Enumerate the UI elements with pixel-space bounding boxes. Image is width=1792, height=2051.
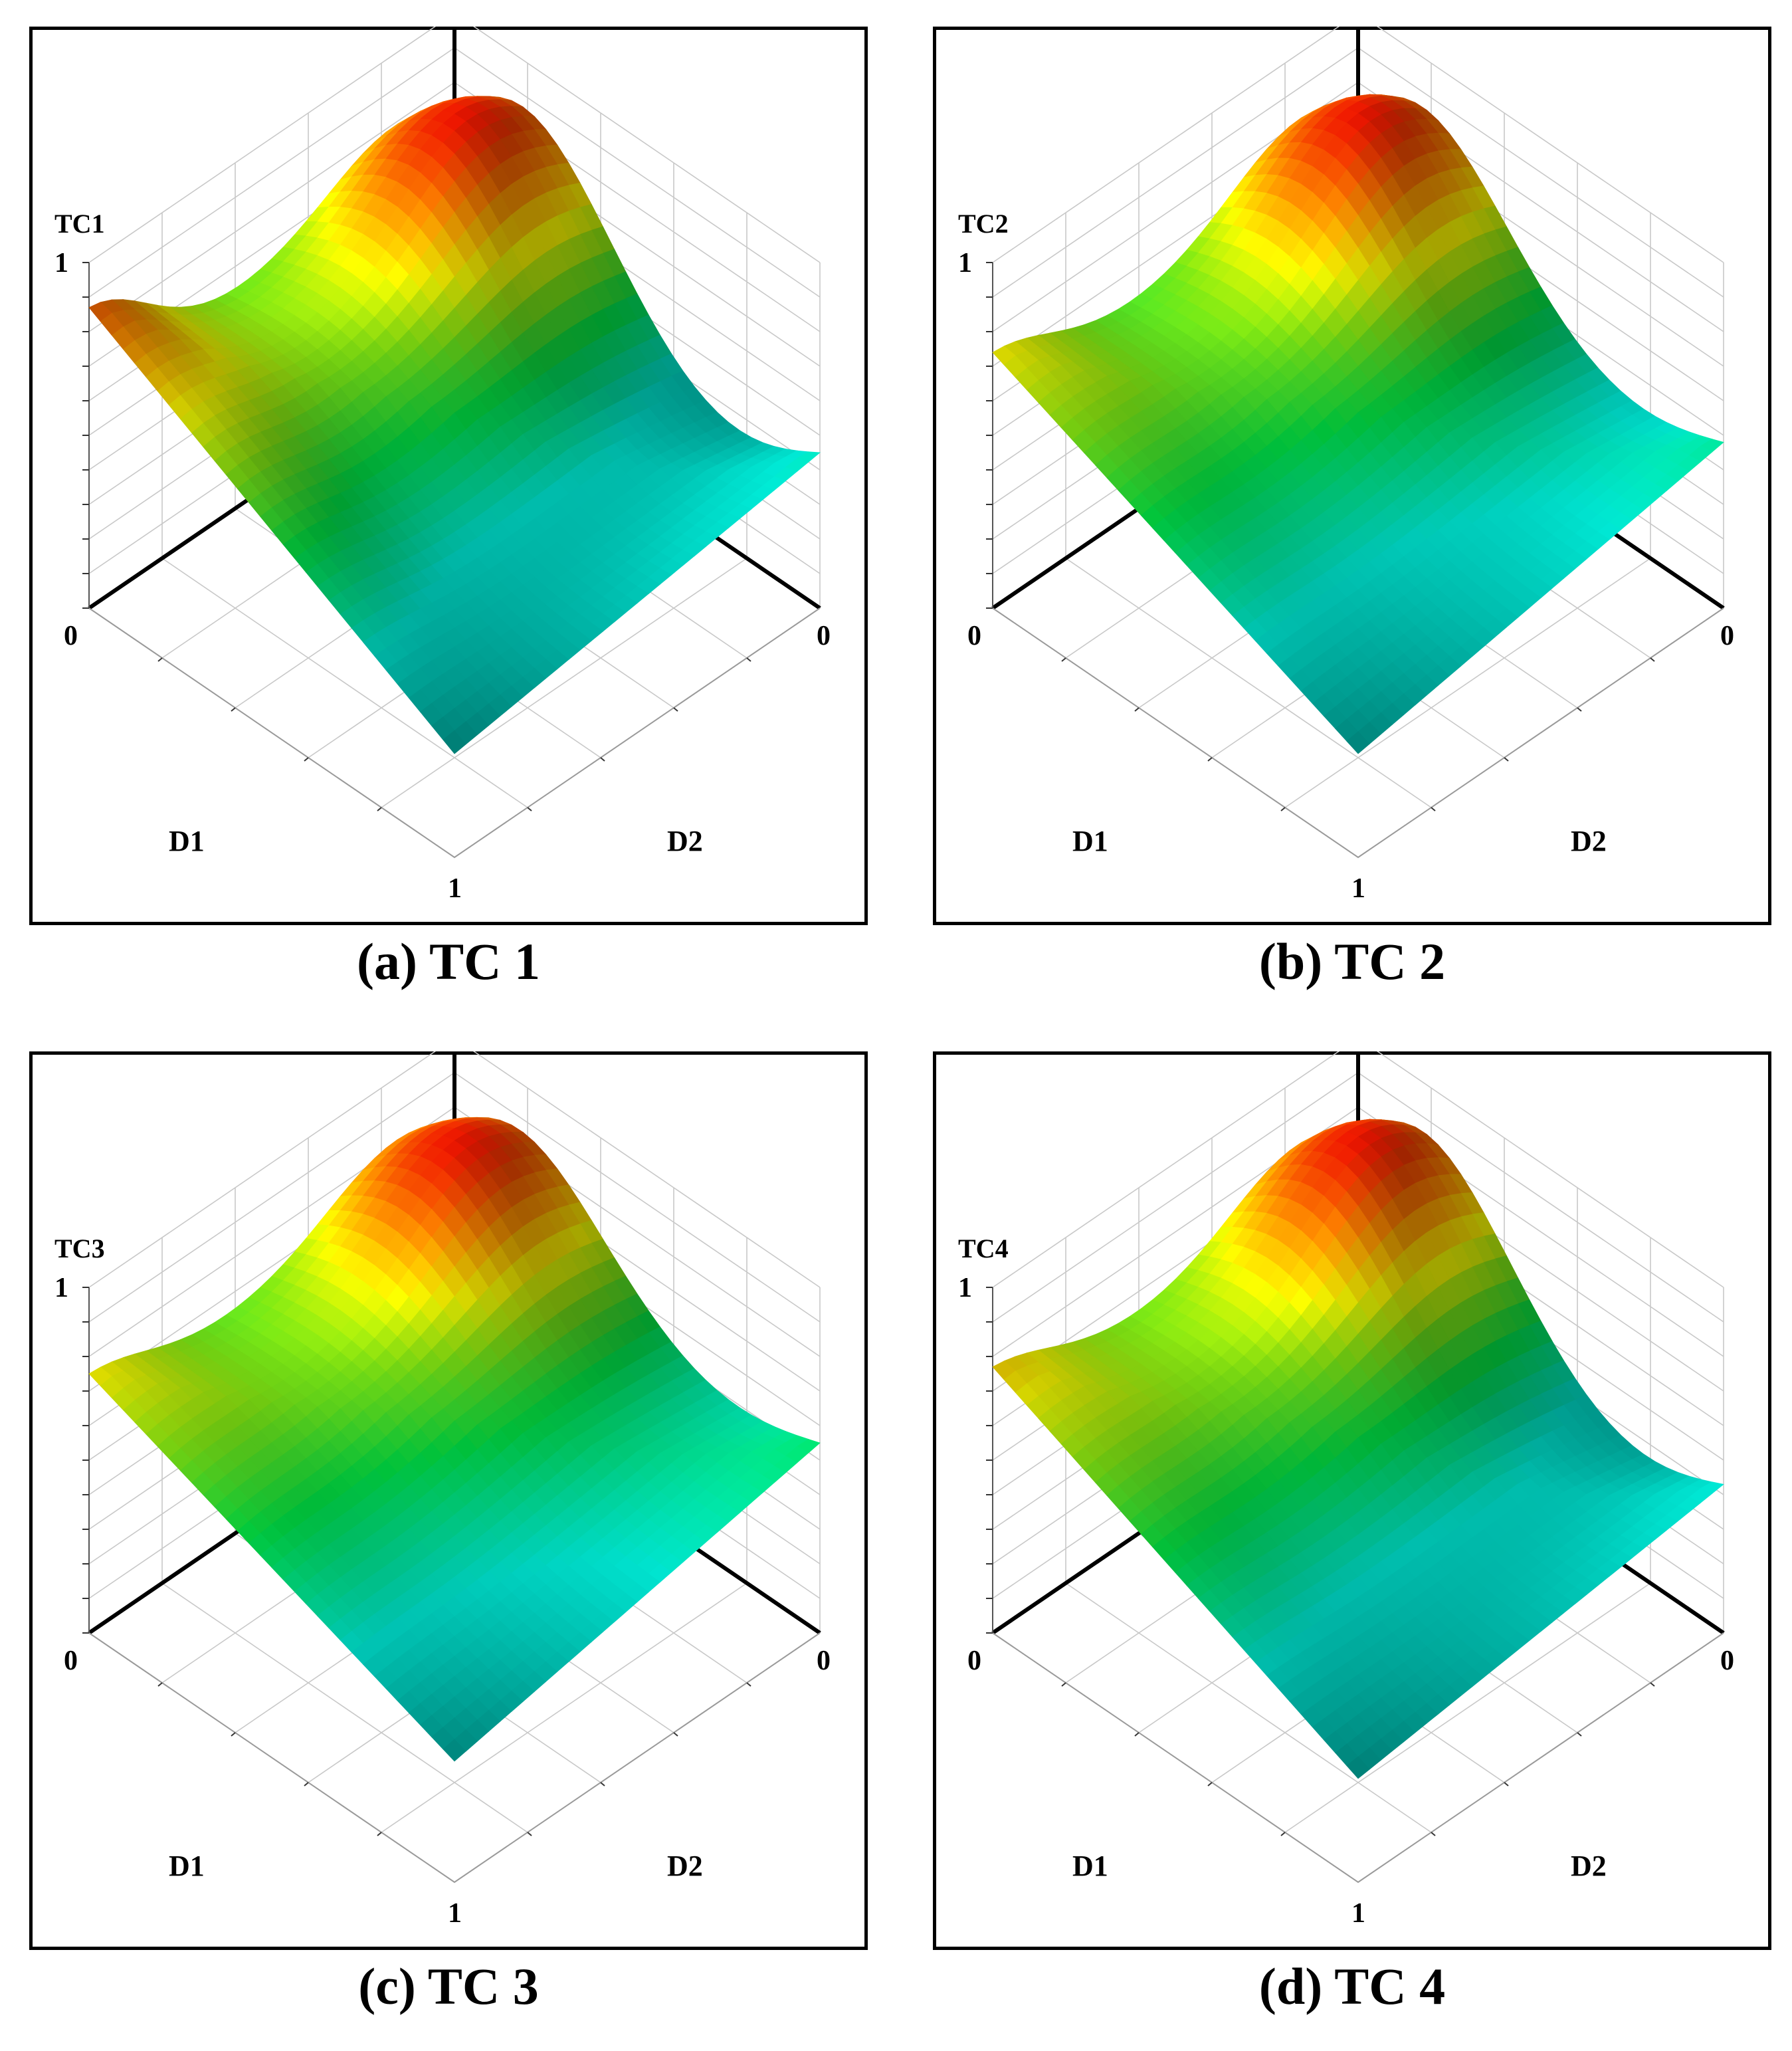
surface-mesh bbox=[88, 1117, 821, 1762]
floor-tick-mark bbox=[527, 807, 532, 811]
caption-tc2: (b) TC 2 bbox=[1258, 932, 1446, 990]
grid-line-floor bbox=[381, 558, 747, 808]
floor-tick-mark bbox=[231, 707, 236, 712]
floor-tick-mark bbox=[746, 657, 751, 662]
floor-front-edge bbox=[992, 1632, 1724, 1884]
floor-tick-mark bbox=[1577, 1732, 1582, 1737]
caption-tc4: (d) TC 4 bbox=[1258, 1957, 1446, 2015]
d2-axis-label: D2 bbox=[1571, 825, 1607, 857]
surface-patch bbox=[1346, 731, 1370, 754]
floor-tick-mark bbox=[1134, 707, 1140, 712]
z-tick-label: 1 bbox=[958, 1273, 972, 1303]
grid-line-horizontal bbox=[992, 27, 1724, 263]
surface-patch bbox=[1346, 1756, 1370, 1779]
grid-line-floor bbox=[381, 1582, 747, 1833]
caption-tc3: (c) TC 3 bbox=[358, 1957, 539, 2015]
surface-plot-tc3: TC3 1 0 0 1 D1 D2 bbox=[29, 1051, 868, 1950]
floor-front-edge bbox=[88, 1632, 821, 1884]
d1-axis-label: D1 bbox=[169, 825, 205, 857]
floor-tick-mark bbox=[1207, 1782, 1213, 1786]
floor-tick-mark bbox=[231, 1732, 236, 1737]
floor-front-edge bbox=[992, 607, 1724, 859]
floor-tick-mark bbox=[673, 1732, 678, 1737]
surface-plot-tc4: TC4 1 0 0 1 D1 D2 bbox=[933, 1051, 1771, 1950]
d1-axis-label: D1 bbox=[1072, 1850, 1108, 1882]
caption-tc1: (a) TC 1 bbox=[357, 932, 540, 990]
floor-tick-mark bbox=[157, 657, 163, 662]
d2-tick-label-0: 0 bbox=[817, 621, 831, 651]
floor-tick-mark bbox=[304, 1782, 309, 1786]
floor-tick-mark bbox=[1431, 807, 1436, 811]
z-axis-label: TC4 bbox=[958, 1234, 1009, 1263]
d1-axis-label: D1 bbox=[169, 1850, 205, 1882]
d2-axis-label: D2 bbox=[667, 1850, 703, 1882]
d1-tick-label-1: 1 bbox=[448, 1898, 462, 1929]
grid-line-floor bbox=[161, 1582, 528, 1833]
floor-tick-mark bbox=[1207, 757, 1213, 762]
floor-tick-mark bbox=[1061, 657, 1066, 662]
floor-front-edge bbox=[88, 607, 821, 859]
d2-tick-label-0: 0 bbox=[817, 1646, 831, 1676]
floor-tick-mark bbox=[377, 807, 382, 811]
z-axis-label: TC3 bbox=[54, 1234, 105, 1263]
grid-line-floor bbox=[1065, 1582, 1432, 1833]
floor-tick-mark bbox=[1504, 1782, 1509, 1786]
d1-tick-label-0: 0 bbox=[967, 1646, 981, 1676]
surface-mesh bbox=[992, 94, 1724, 754]
z-tick-label: 1 bbox=[54, 248, 68, 278]
z-tick-label: 1 bbox=[958, 248, 972, 278]
d2-axis-label: D2 bbox=[667, 825, 703, 857]
floor-tick-mark bbox=[1431, 1832, 1436, 1836]
floor-tick-mark bbox=[600, 1782, 605, 1786]
grid-line-horizontal bbox=[88, 27, 821, 263]
surface-patch bbox=[443, 730, 466, 754]
d2-tick-label-0: 0 bbox=[1720, 621, 1734, 651]
d2-tick-label-0: 0 bbox=[1720, 1646, 1734, 1676]
d1-tick-label-0: 0 bbox=[64, 621, 78, 651]
grid-line-horizontal bbox=[992, 1051, 1724, 1288]
d2-axis-label: D2 bbox=[1571, 1850, 1607, 1882]
d1-tick-label-1: 1 bbox=[1351, 873, 1365, 904]
floor-tick-mark bbox=[1650, 1682, 1655, 1687]
floor-tick-mark bbox=[1280, 807, 1286, 811]
floor-tick-mark bbox=[1577, 707, 1582, 712]
floor-tick-mark bbox=[1650, 657, 1655, 662]
z-axis-label: TC2 bbox=[958, 209, 1009, 239]
d1-tick-label-0: 0 bbox=[967, 621, 981, 651]
surface-mesh bbox=[88, 96, 821, 754]
surface-mesh bbox=[992, 1119, 1724, 1779]
z-tick-label: 1 bbox=[54, 1273, 68, 1303]
floor-tick-mark bbox=[600, 757, 605, 762]
grid-line-floor bbox=[1284, 1582, 1651, 1833]
d1-tick-label-1: 1 bbox=[1351, 1898, 1365, 1929]
d1-tick-label-0: 0 bbox=[64, 1646, 78, 1676]
floor-tick-mark bbox=[1280, 1832, 1286, 1836]
d1-axis-label: D1 bbox=[1072, 825, 1108, 857]
d1-tick-label-1: 1 bbox=[448, 873, 462, 904]
floor-tick-mark bbox=[157, 1682, 163, 1687]
floor-tick-mark bbox=[527, 1832, 532, 1836]
floor-tick-mark bbox=[1504, 757, 1509, 762]
floor-tick-mark bbox=[304, 757, 309, 762]
grid-line-floor bbox=[161, 558, 528, 808]
floor-tick-mark bbox=[746, 1682, 751, 1687]
floor-tick-mark bbox=[673, 707, 678, 712]
grid-line-floor bbox=[1284, 558, 1651, 808]
surface-patch bbox=[443, 1739, 466, 1762]
grid-line-horizontal bbox=[88, 1051, 821, 1288]
grid-line-floor bbox=[1065, 558, 1432, 808]
floor-tick-mark bbox=[1061, 1682, 1066, 1687]
floor-tick-mark bbox=[1134, 1732, 1140, 1737]
floor-tick-mark bbox=[377, 1832, 382, 1836]
surface-plot-tc2: TC2 1 0 0 1 D1 D2 bbox=[933, 27, 1771, 925]
z-axis-label: TC1 bbox=[54, 209, 105, 239]
surface-plot-tc1: TC1 1 0 0 1 D1 D2 bbox=[29, 27, 868, 925]
